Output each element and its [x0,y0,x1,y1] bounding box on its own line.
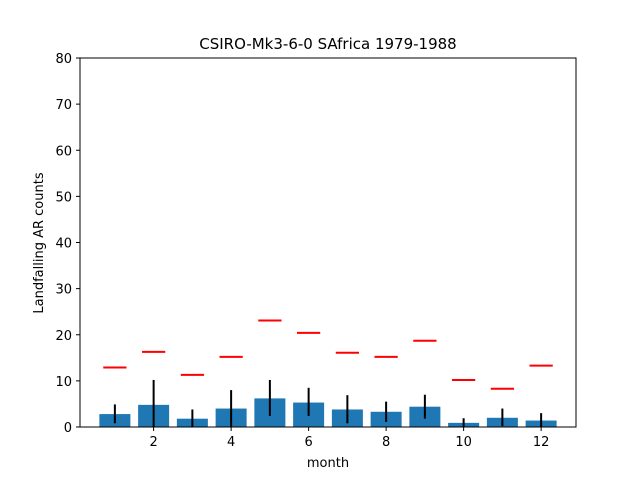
y-tick-label-20: 20 [55,329,72,344]
y-tick-label-80: 80 [55,52,72,67]
y-tick-label-60: 60 [55,144,72,159]
x-tick-label-6: 6 [304,435,312,450]
y-tick-label-30: 30 [55,283,72,298]
x-tick-label-2: 2 [149,435,157,450]
x-tick-label-4: 4 [227,435,235,450]
chart-title: CSIRO-Mk3-6-0 SAfrica 1979-1988 [199,35,456,53]
axes: 2 4 6 8 10 12 0 10 20 30 40 50 60 70 80 [55,52,577,450]
y-tick-label-50: 50 [55,190,72,205]
y-tick-label-10: 10 [55,375,72,390]
x-tick-label-12: 12 [533,435,550,450]
y-tick-label-70: 70 [55,98,72,113]
x-tick-label-10: 10 [455,435,472,450]
y-tick-label-0: 0 [64,421,72,436]
y-tick-label-40: 40 [55,237,72,252]
x-tick-label-8: 8 [382,435,390,450]
plot-area [99,319,557,427]
x-axis-label: month [307,456,349,471]
y-axis-label: Landfalling AR counts [32,172,47,313]
